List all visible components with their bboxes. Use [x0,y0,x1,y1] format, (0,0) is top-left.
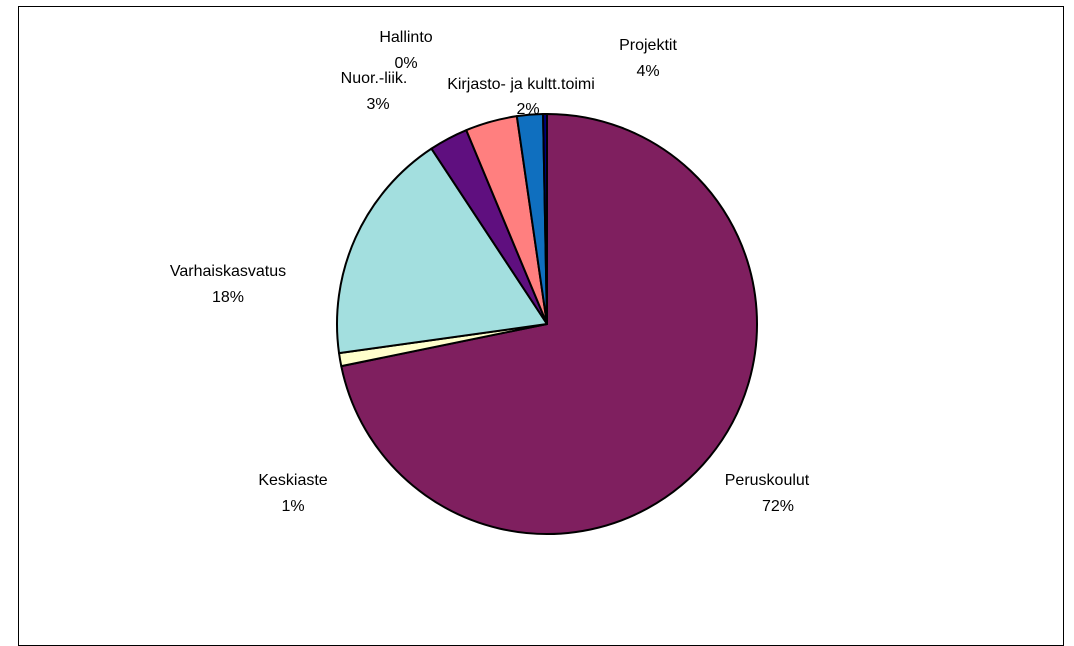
pie-slice-varhaiskasvatus [336,147,548,355]
pie-slices [336,112,758,535]
label-varhaiskasvatus-value: 18% [212,289,244,306]
label-keskiaste-name: Keskiaste [258,472,327,489]
label-kirjasto-name: Projektit [619,37,677,54]
label-projektit-value: 2% [516,101,539,118]
label-peruskoulut-name: Peruskoulut [725,472,810,489]
label-nuor-liik-value: 3% [366,96,389,113]
label-keskiaste-value: 1% [281,498,304,515]
label-projektit-name: Kirjasto- ja kultt.toimi [447,76,595,93]
label-peruskoulut-value: 72% [762,498,794,515]
label-hallinto-name: Hallinto [379,29,432,46]
label-nuor-liik-name: Nuor.-liik. [341,70,408,87]
pie-slice-hallinto [542,112,548,325]
label-hallinto-value: 0% [394,55,417,72]
label-kirjasto-value: 4% [636,63,659,80]
label-varhaiskasvatus-name: Varhaiskasvatus [170,263,286,280]
pie-slice-peruskoulut [340,113,758,535]
pie-labels: Peruskoulut 72% Keskiaste 1% Varhaiskasv… [170,29,810,515]
